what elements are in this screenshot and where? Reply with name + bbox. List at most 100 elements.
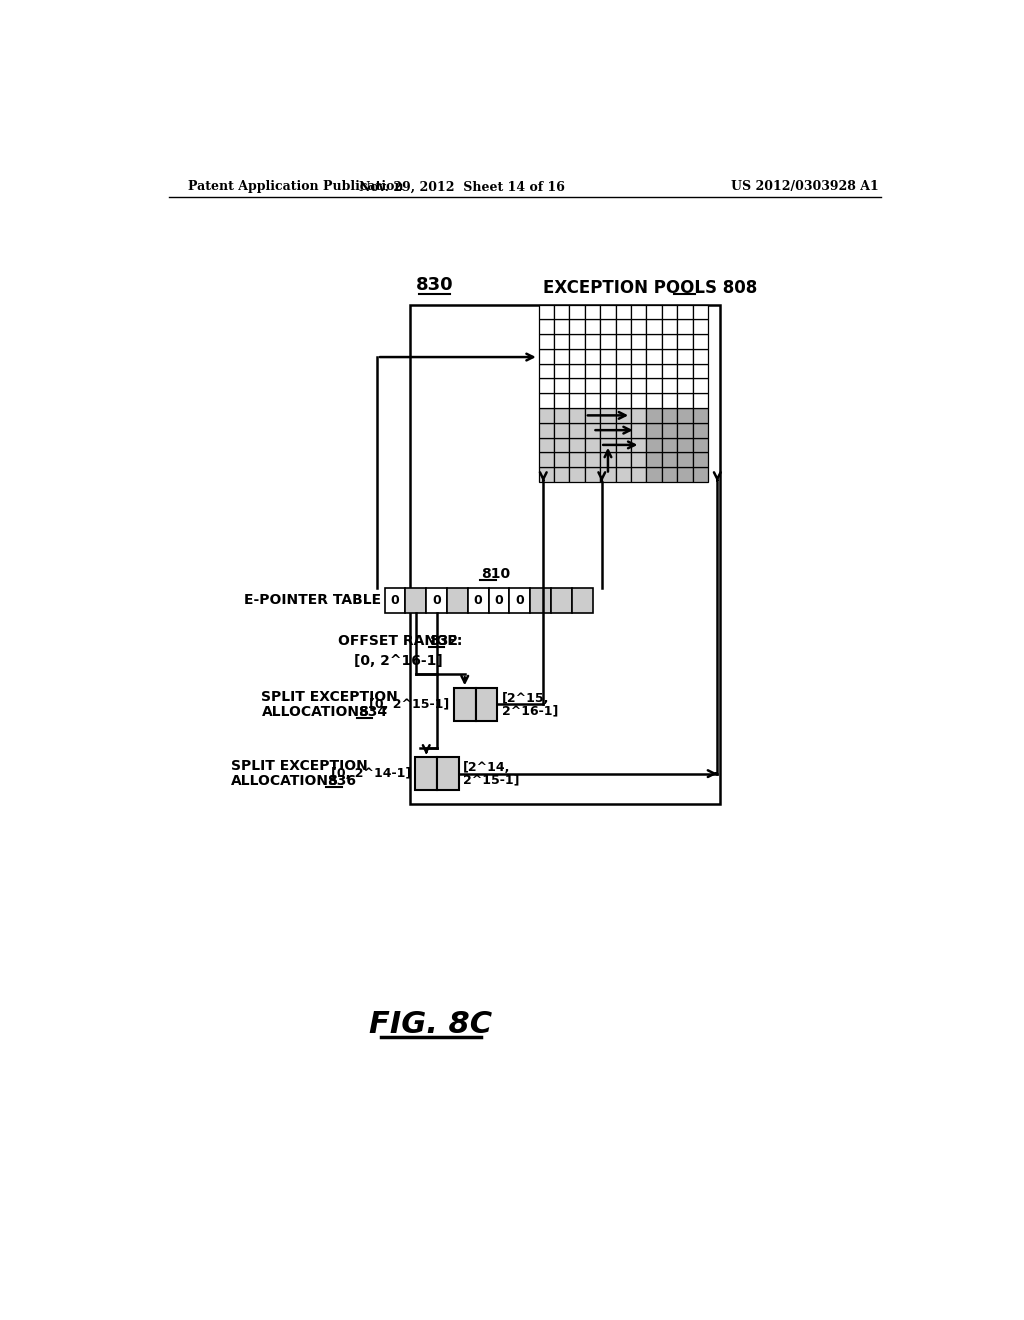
- Bar: [615, 422, 631, 437]
- Bar: [662, 408, 677, 422]
- Text: [2^14,: [2^14,: [463, 760, 511, 774]
- Bar: [569, 422, 585, 437]
- Bar: [692, 453, 708, 467]
- Bar: [437, 758, 459, 789]
- Bar: [631, 422, 646, 437]
- Bar: [615, 393, 631, 408]
- Bar: [600, 467, 615, 482]
- Text: 0: 0: [474, 594, 482, 607]
- Bar: [662, 467, 677, 482]
- Bar: [692, 408, 708, 422]
- Text: E-POINTER TABLE: E-POINTER TABLE: [244, 594, 381, 607]
- Bar: [539, 393, 554, 408]
- Bar: [569, 348, 585, 364]
- Bar: [692, 437, 708, 453]
- Bar: [554, 453, 569, 467]
- Bar: [677, 364, 692, 379]
- Bar: [539, 467, 554, 482]
- Bar: [662, 364, 677, 379]
- Text: 2^15-1]: 2^15-1]: [463, 774, 520, 787]
- Bar: [646, 453, 662, 467]
- Bar: [631, 393, 646, 408]
- Bar: [539, 334, 554, 348]
- Bar: [426, 589, 447, 612]
- Bar: [569, 437, 585, 453]
- Bar: [662, 393, 677, 408]
- Bar: [677, 437, 692, 453]
- Text: FIG. 8C: FIG. 8C: [370, 1010, 493, 1039]
- Text: US 2012/0303928 A1: US 2012/0303928 A1: [731, 181, 879, 194]
- Bar: [631, 334, 646, 348]
- Text: 830: 830: [416, 276, 454, 294]
- Bar: [585, 422, 600, 437]
- Bar: [615, 453, 631, 467]
- Bar: [692, 319, 708, 334]
- Bar: [615, 348, 631, 364]
- Bar: [631, 453, 646, 467]
- Bar: [615, 334, 631, 348]
- Text: 836: 836: [327, 775, 356, 788]
- Bar: [539, 319, 554, 334]
- Bar: [509, 589, 530, 612]
- Text: 0: 0: [515, 594, 524, 607]
- Bar: [585, 348, 600, 364]
- Bar: [554, 319, 569, 334]
- Bar: [662, 453, 677, 467]
- Bar: [585, 453, 600, 467]
- Text: 832: 832: [429, 634, 459, 648]
- Bar: [585, 408, 600, 422]
- Bar: [646, 467, 662, 482]
- Bar: [662, 437, 677, 453]
- Text: [2^15,: [2^15,: [502, 692, 549, 705]
- Bar: [600, 379, 615, 393]
- Bar: [569, 319, 585, 334]
- Bar: [631, 319, 646, 334]
- Bar: [569, 305, 585, 319]
- Bar: [600, 422, 615, 437]
- Text: 810: 810: [481, 568, 510, 581]
- Bar: [631, 305, 646, 319]
- Text: [0, 2^16-1]: [0, 2^16-1]: [354, 655, 442, 668]
- Text: 0: 0: [391, 594, 399, 607]
- Bar: [569, 467, 585, 482]
- Bar: [600, 334, 615, 348]
- Text: [0, 2^15-1]: [0, 2^15-1]: [369, 698, 450, 711]
- Bar: [631, 408, 646, 422]
- Bar: [554, 379, 569, 393]
- Bar: [646, 379, 662, 393]
- Bar: [692, 467, 708, 482]
- Bar: [631, 348, 646, 364]
- Bar: [631, 364, 646, 379]
- Bar: [385, 589, 406, 612]
- Bar: [677, 379, 692, 393]
- Bar: [600, 453, 615, 467]
- Text: 0: 0: [495, 594, 504, 607]
- Text: ALLOCATIONS: ALLOCATIONS: [230, 775, 339, 788]
- Text: 834: 834: [357, 705, 387, 719]
- Bar: [615, 319, 631, 334]
- Bar: [539, 364, 554, 379]
- Bar: [615, 364, 631, 379]
- Bar: [646, 364, 662, 379]
- Text: 2^16-1]: 2^16-1]: [502, 704, 558, 717]
- Bar: [677, 319, 692, 334]
- Bar: [692, 422, 708, 437]
- Bar: [646, 305, 662, 319]
- Bar: [551, 589, 571, 612]
- Bar: [662, 319, 677, 334]
- Bar: [585, 319, 600, 334]
- Bar: [631, 467, 646, 482]
- Bar: [631, 379, 646, 393]
- Bar: [677, 453, 692, 467]
- Bar: [692, 364, 708, 379]
- Bar: [416, 758, 437, 789]
- Text: Patent Application Publication: Patent Application Publication: [188, 181, 403, 194]
- Bar: [600, 305, 615, 319]
- Bar: [569, 379, 585, 393]
- Bar: [646, 393, 662, 408]
- Bar: [692, 334, 708, 348]
- Bar: [585, 334, 600, 348]
- Bar: [677, 305, 692, 319]
- Bar: [646, 319, 662, 334]
- Bar: [662, 379, 677, 393]
